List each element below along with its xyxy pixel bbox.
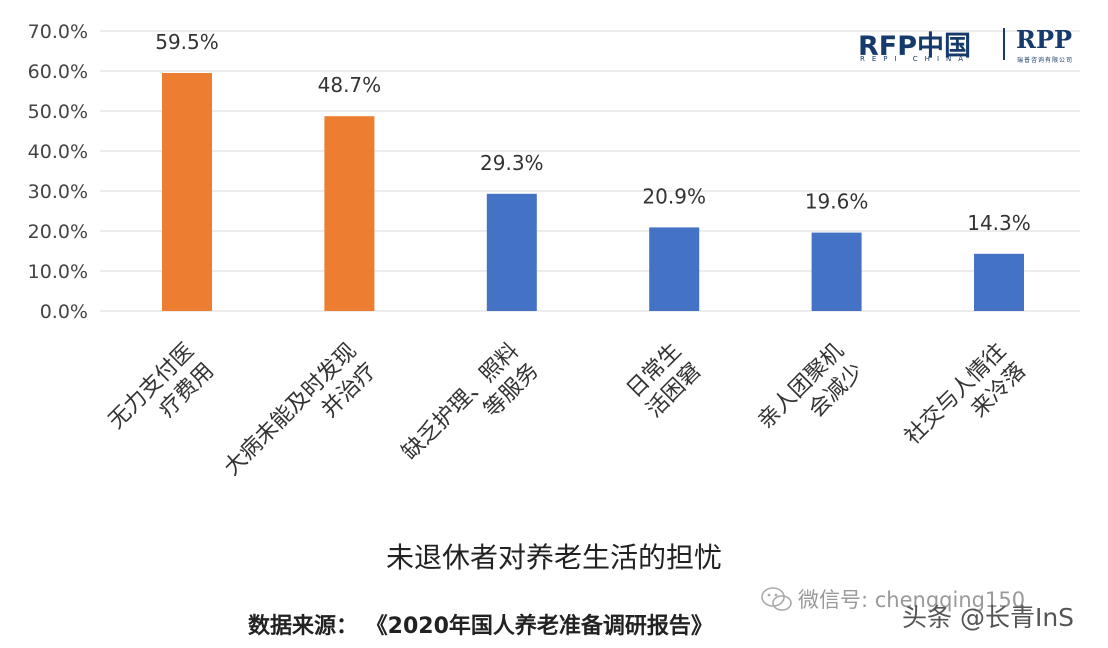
wechat-watermark: 微信号: chengqing150 bbox=[798, 588, 1026, 612]
bar bbox=[974, 253, 1024, 311]
bar bbox=[162, 73, 212, 311]
y-tick-label: 40.0% bbox=[28, 141, 88, 163]
wechat-icon bbox=[761, 587, 792, 611]
bar bbox=[649, 227, 700, 311]
data-source: 数据来源： 《2020年国人养老准备调研报告》 bbox=[248, 614, 713, 639]
logo-rpp-text: RPP bbox=[1016, 25, 1073, 54]
bar bbox=[486, 193, 537, 311]
data-label: 29.3% bbox=[480, 151, 544, 175]
y-tick-label: 10.0% bbox=[28, 261, 88, 283]
data-label: 20.9% bbox=[642, 184, 706, 208]
y-tick-label: 0.0% bbox=[40, 301, 88, 323]
data-label: 48.7% bbox=[318, 73, 382, 97]
bar bbox=[811, 232, 862, 311]
data-label: 14.3% bbox=[967, 211, 1031, 235]
y-tick-label: 20.0% bbox=[28, 221, 88, 243]
y-tick-label: 50.0% bbox=[28, 101, 88, 123]
chart-title: 未退休者对养老生活的担忧 bbox=[385, 541, 722, 574]
logo-rfp-text: RFP中国 bbox=[858, 31, 972, 62]
logo-separator bbox=[1003, 28, 1005, 60]
y-tick-label: 30.0% bbox=[28, 181, 88, 203]
bar bbox=[324, 116, 375, 311]
data-label: 59.5% bbox=[155, 30, 219, 54]
toutiao-watermark: 头条 @长青InS bbox=[902, 603, 1075, 632]
y-tick-label: 60.0% bbox=[28, 61, 88, 83]
logo-rpp-subtext: 瑞普咨询有限公司 bbox=[1017, 57, 1074, 64]
data-label: 19.6% bbox=[805, 190, 869, 214]
y-tick-label: 70.0% bbox=[28, 21, 88, 43]
bar-chart: 0.0% 10.0% 20.0% 30.0% 40.0% 50.0% 60.0% 70.0% 5… bbox=[28, 21, 1080, 481]
logo-rfp-subtext: REPI CHINA bbox=[860, 55, 971, 63]
